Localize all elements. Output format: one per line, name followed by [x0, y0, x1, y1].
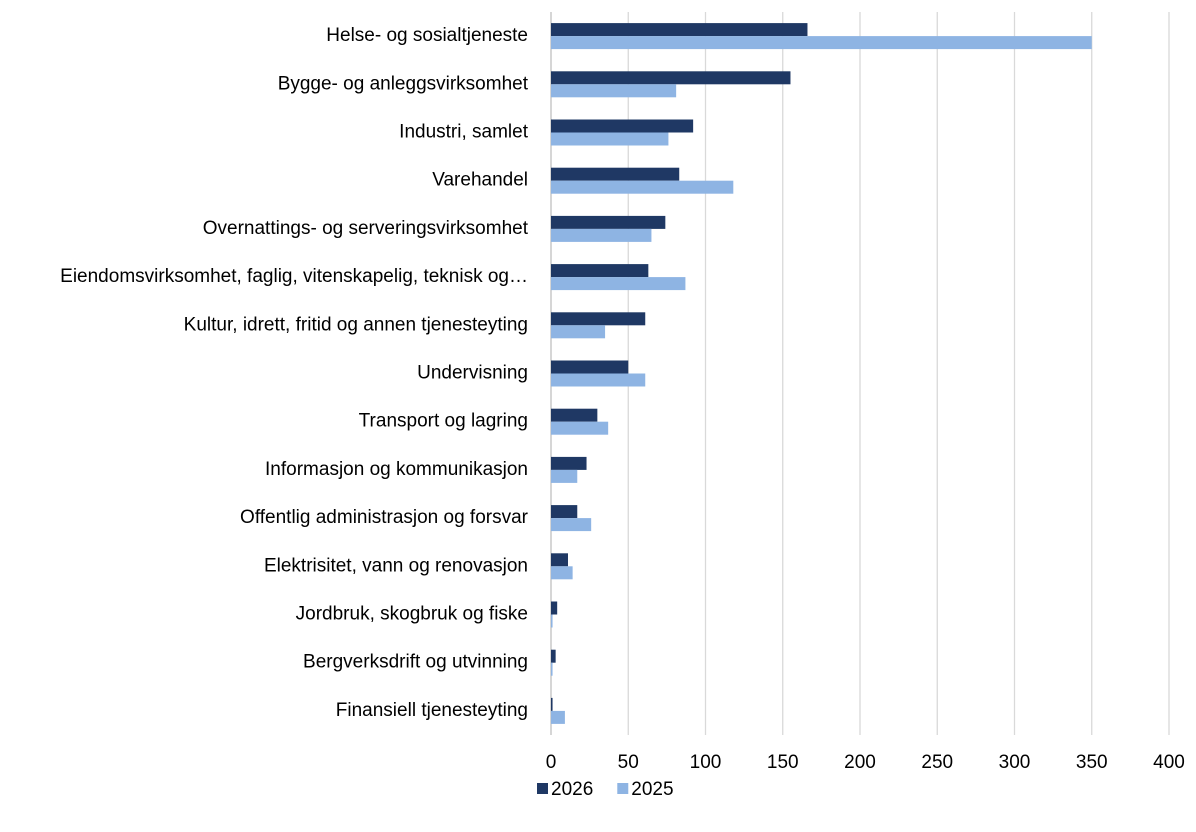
bar	[551, 36, 1092, 50]
bar	[551, 553, 568, 567]
bar	[551, 119, 694, 133]
x-tick-label: 350	[1076, 752, 1108, 773]
x-tick-label: 50	[618, 752, 639, 773]
legend-swatch	[617, 783, 629, 794]
legend-label: 2025	[631, 779, 673, 800]
bar	[551, 132, 669, 146]
x-tick-label: 200	[844, 752, 876, 773]
y-tick-label: Helse- og sosialtjeneste	[326, 25, 528, 46]
bar	[551, 264, 649, 278]
x-tick-label: 250	[921, 752, 953, 773]
bar	[551, 277, 686, 291]
y-tick-label: Finansiell tjenesteyting	[336, 700, 528, 721]
bar	[551, 71, 791, 85]
bar	[551, 697, 553, 711]
bar	[551, 23, 808, 37]
bar	[551, 469, 578, 483]
y-tick-label: Bergverksdrift og utvinning	[303, 652, 528, 673]
bar	[551, 180, 734, 194]
y-tick-label: Elektrisitet, vann og renovasjon	[264, 555, 528, 576]
y-tick-label: Industri, samlet	[399, 122, 529, 143]
y-tick-label: Transport og lagring	[359, 411, 528, 432]
bar	[551, 614, 553, 628]
bar	[551, 566, 573, 580]
bar	[551, 505, 578, 519]
x-tick-label: 100	[690, 752, 722, 773]
bar	[551, 167, 680, 181]
bar	[551, 312, 646, 326]
y-tick-label: Undervisning	[417, 363, 528, 384]
bar	[551, 601, 558, 615]
bar	[551, 228, 652, 242]
y-tick-label: Jordbruk, skogbruk og fiske	[296, 604, 528, 625]
y-tick-label: Offentlig administrasjon og forsvar	[240, 507, 529, 528]
bar	[551, 84, 677, 98]
bar	[551, 710, 565, 724]
x-tick-label: 300	[999, 752, 1031, 773]
legend-label: 2026	[551, 779, 593, 800]
bar	[551, 518, 592, 532]
y-tick-label: Varehandel	[432, 170, 528, 191]
x-tick-label: 150	[767, 752, 799, 773]
bar	[551, 215, 666, 229]
x-tick-label: 0	[546, 752, 557, 773]
bar	[551, 360, 629, 374]
bar	[551, 325, 606, 339]
bar	[551, 649, 556, 663]
bar	[551, 373, 646, 387]
bar	[551, 408, 598, 422]
y-tick-label: Kultur, idrett, fritid og annen tjeneste…	[184, 314, 528, 335]
y-tick-label: Bygge- og anleggsvirksomhet	[278, 73, 529, 94]
bar	[551, 456, 587, 470]
bar	[551, 421, 609, 435]
x-tick-label: 400	[1153, 752, 1185, 773]
y-tick-label: Eiendomsvirksomhet, faglig, vitenskapeli…	[60, 266, 528, 287]
bar	[551, 662, 553, 676]
y-tick-label: Overnattings- og serveringsvirksomhet	[203, 218, 529, 239]
y-tick-label: Informasjon og kommunikasjon	[265, 459, 528, 480]
legend-swatch	[537, 783, 548, 794]
